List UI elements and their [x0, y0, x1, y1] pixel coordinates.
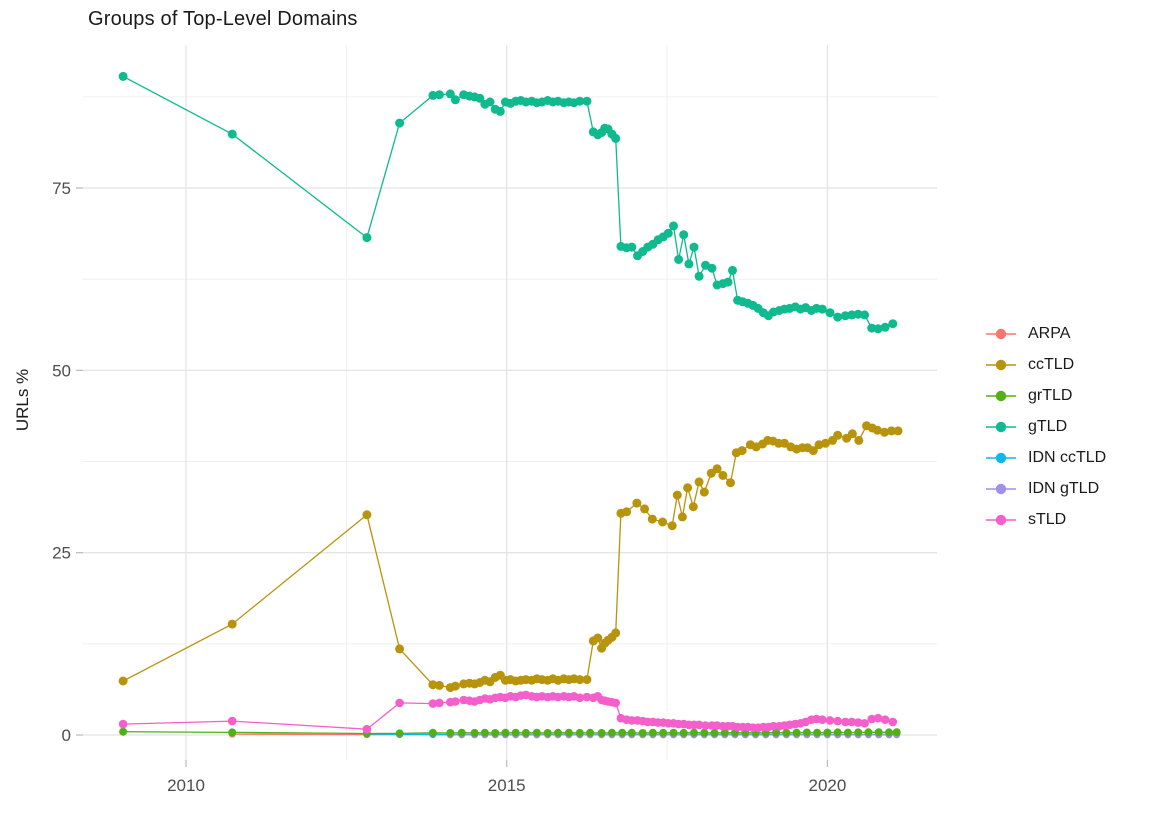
legend-item-arpa: ARPA	[984, 318, 1106, 349]
legend-key-idn-gtld-icon	[986, 483, 1016, 494]
y-tick-label: 0	[62, 726, 71, 745]
legend-key-arpa-icon	[986, 328, 1016, 339]
legend-label: ccTLD	[1028, 355, 1075, 373]
series-line	[123, 731, 897, 735]
legend-key-stld-icon	[986, 514, 1016, 525]
series-line	[122, 75, 894, 330]
legend-item-idn-gtld: IDN gTLD	[984, 473, 1106, 504]
y-tick-label: 75	[52, 179, 71, 198]
x-tick-label: 2010	[167, 776, 205, 795]
legend-item-stld: sTLD	[984, 504, 1106, 535]
x-tick-label: 2020	[808, 776, 846, 795]
legend-label: ARPA	[1028, 324, 1071, 342]
legend-label: gTLD	[1028, 417, 1068, 435]
legend: ARPA ccTLD grTLD gTLD IDN ccTLD IDN gTLD sTLD	[984, 318, 1106, 535]
legend-item-grtld: grTLD	[984, 380, 1106, 411]
grid-minor	[83, 45, 937, 760]
grid-major	[83, 45, 937, 760]
legend-item-idn-cctld: IDN ccTLD	[984, 442, 1106, 473]
legend-label: sTLD	[1028, 510, 1067, 528]
chart-title: Groups of Top-Level Domains	[88, 8, 358, 30]
legend-key-cctld-icon	[986, 359, 1016, 370]
series-cctld	[118, 421, 903, 693]
y-axis-title: URLs %	[13, 368, 32, 432]
legend-key-idn-cctld-icon	[986, 452, 1016, 463]
series-line	[122, 424, 898, 689]
x-tick-label: 2015	[488, 776, 526, 795]
legend-label: grTLD	[1028, 386, 1073, 404]
legend-item-gtld: gTLD	[984, 411, 1106, 442]
legend-label: IDN ccTLD	[1028, 448, 1107, 466]
axis-ticks: 2010 2015 2020 0 25 50 75	[52, 179, 846, 795]
legend-key-grtld-icon	[986, 390, 1016, 401]
series-stld	[118, 690, 898, 734]
legend-item-cctld: ccTLD	[984, 349, 1106, 380]
legend-label: IDN gTLD	[1028, 479, 1100, 497]
series-gtld	[118, 71, 898, 334]
y-tick-label: 50	[52, 361, 71, 380]
legend-key-gtld-icon	[986, 421, 1016, 432]
y-tick-label: 25	[52, 544, 71, 563]
